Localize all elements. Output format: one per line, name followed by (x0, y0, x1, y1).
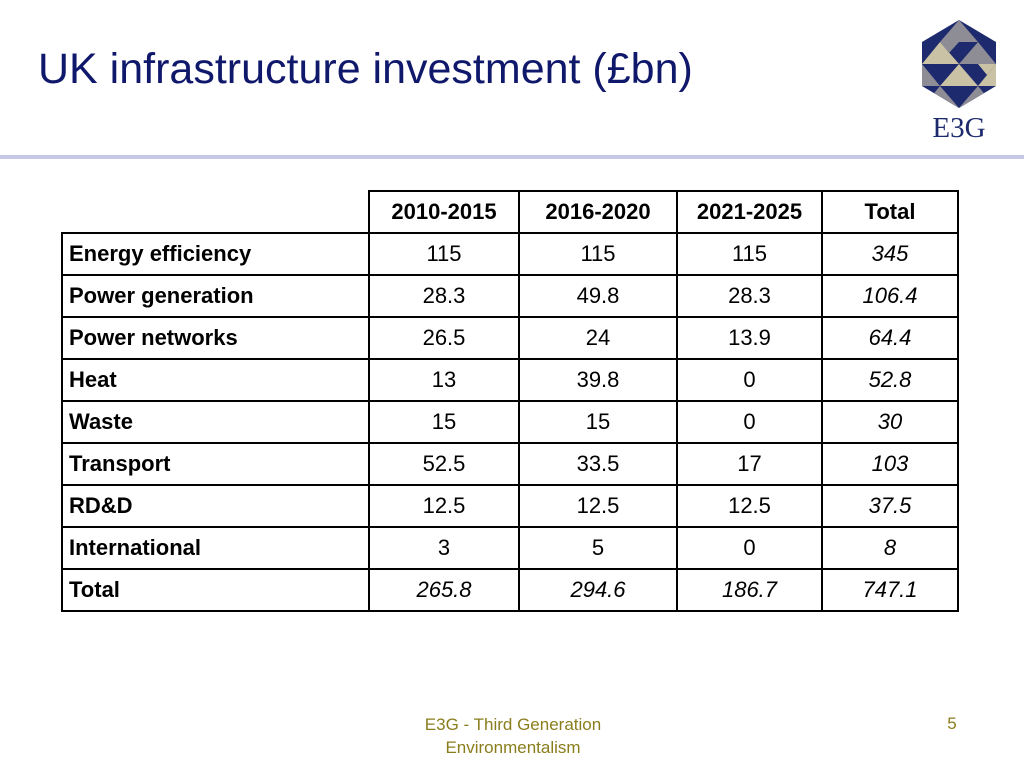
grand-total-cell: 747.1 (821, 568, 959, 612)
table-cell: 24 (518, 316, 678, 360)
e3g-logo: E3G (918, 18, 1000, 148)
row-label: Energy efficiency (61, 232, 370, 276)
table-cell: 33.5 (518, 442, 678, 486)
row-total-cell: 64.4 (821, 316, 959, 360)
logo-wordmark: E3G (932, 112, 986, 144)
row-total-cell: 106.4 (821, 274, 959, 318)
page-number: 5 (947, 714, 957, 733)
column-header: 2010-2015 (368, 190, 520, 234)
table-row: Transport 52.5 33.5 17 103 (61, 442, 959, 486)
row-total-cell: 52.8 (821, 358, 959, 402)
table-row: Power networks 26.5 24 13.9 64.4 (61, 316, 959, 360)
table-row: Energy efficiency 115 115 115 345 (61, 232, 959, 276)
column-total-cell: 186.7 (676, 568, 823, 612)
row-label: Total (61, 568, 370, 612)
row-total-cell: 103 (821, 442, 959, 486)
table-cell: 115 (368, 232, 520, 276)
table-cell: 15 (368, 400, 520, 444)
column-header: Total (821, 190, 959, 234)
slide-footer: E3G - Third Generation Environmentalism (424, 715, 602, 757)
row-label: Transport (61, 442, 370, 486)
table-row: Waste 15 15 0 30 (61, 400, 959, 444)
table-cell: 49.8 (518, 274, 678, 318)
table-row: Power generation 28.3 49.8 28.3 106.4 (61, 274, 959, 318)
table-cell: 28.3 (676, 274, 823, 318)
table-cell: 39.8 (518, 358, 678, 402)
table-cell: 0 (676, 358, 823, 402)
row-label: Waste (61, 400, 370, 444)
table-total-row: Total 265.8 294.6 186.7 747.1 (61, 568, 959, 612)
row-label: Heat (61, 358, 370, 402)
table-cell: 0 (676, 526, 823, 570)
row-label: Power generation (61, 274, 370, 318)
table-cell: 115 (518, 232, 678, 276)
table-row: RD&D 12.5 12.5 12.5 37.5 (61, 484, 959, 528)
table-cell: 13.9 (676, 316, 823, 360)
table-cell: 52.5 (368, 442, 520, 486)
table-cell: 3 (368, 526, 520, 570)
row-label: International (61, 526, 370, 570)
table-cell: 5 (518, 526, 678, 570)
title-divider (0, 155, 1024, 159)
table-header-row: 2010-2015 2016-2020 2021-2025 Total (62, 190, 959, 234)
table-cell: 12.5 (518, 484, 678, 528)
column-header: 2021-2025 (676, 190, 823, 234)
row-label: Power networks (61, 316, 370, 360)
row-label: RD&D (61, 484, 370, 528)
table-cell: 115 (676, 232, 823, 276)
table-cell: 12.5 (676, 484, 823, 528)
table-row: International 3 5 0 8 (61, 526, 959, 570)
row-total-cell: 37.5 (821, 484, 959, 528)
table-cell: 13 (368, 358, 520, 402)
header-corner (62, 191, 370, 234)
table-cell: 28.3 (368, 274, 520, 318)
table-cell: 0 (676, 400, 823, 444)
row-total-cell: 8 (821, 526, 959, 570)
table-cell: 12.5 (368, 484, 520, 528)
e3g-logo-mark (922, 20, 996, 108)
column-total-cell: 265.8 (368, 568, 520, 612)
investment-table: 2010-2015 2016-2020 2021-2025 Total Ener… (61, 190, 959, 612)
table-row: Heat 13 39.8 0 52.8 (61, 358, 959, 402)
row-total-cell: 345 (821, 232, 959, 276)
table-cell: 15 (518, 400, 678, 444)
table-cell: 17 (676, 442, 823, 486)
table-cell: 26.5 (368, 316, 520, 360)
column-header: 2016-2020 (518, 190, 678, 234)
column-total-cell: 294.6 (518, 568, 678, 612)
slide-title: UK infrastructure investment (£bn) (38, 45, 693, 93)
row-total-cell: 30 (821, 400, 959, 444)
